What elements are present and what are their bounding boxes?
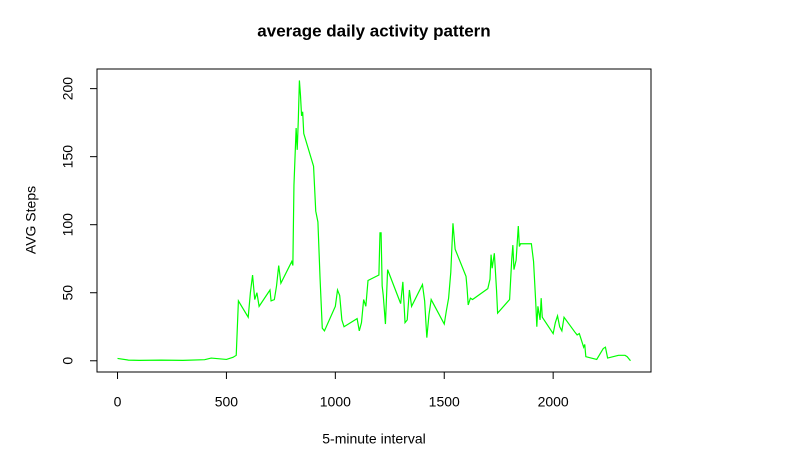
x-axis-label: 5-minute interval <box>322 431 426 447</box>
chart-title: average daily activity pattern <box>257 21 490 40</box>
y-tick-label: 50 <box>60 285 76 301</box>
y-tick-label: 150 <box>60 145 76 169</box>
x-tick-label: 1500 <box>429 394 460 410</box>
y-tick-label: 100 <box>60 213 76 237</box>
x-tick-label: 1000 <box>320 394 351 410</box>
y-tick-label: 200 <box>60 77 76 101</box>
x-tick-label: 0 <box>114 394 122 410</box>
y-tick-label: 0 <box>60 357 76 365</box>
x-tick-label: 2000 <box>538 394 569 410</box>
y-axis-label: AVG Steps <box>23 186 39 254</box>
plot-box <box>96 68 652 373</box>
x-tick-label: 500 <box>215 394 239 410</box>
data-line <box>117 80 631 362</box>
